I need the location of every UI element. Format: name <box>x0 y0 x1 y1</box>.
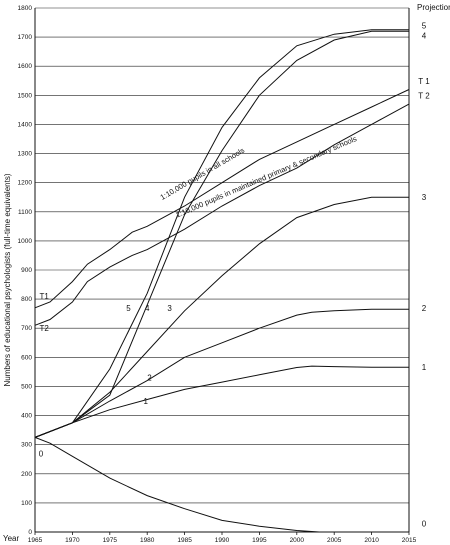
y-tick-label: 1100 <box>18 209 32 216</box>
x-tick-label: 1975 <box>103 537 118 544</box>
projection-label-5: 5 <box>422 21 427 30</box>
x-axis-label: Year <box>3 534 20 543</box>
y-tick-label: 1000 <box>18 238 33 245</box>
series-label-2: 2 <box>147 374 152 383</box>
projection-label-t2: T 2 <box>418 91 430 100</box>
y-axis-label: Numbers of educational psychologists (fu… <box>3 173 12 386</box>
y-tick-label: 100 <box>21 500 32 507</box>
series-label-1: 1 <box>143 397 148 406</box>
y-tick-label: 800 <box>21 296 32 303</box>
x-tick-label: 2010 <box>364 537 379 544</box>
x-tick-label: 1970 <box>65 537 80 544</box>
projection-label-2: 2 <box>422 304 427 313</box>
y-tick-label: 500 <box>21 383 32 390</box>
projection-label-3: 3 <box>422 193 427 202</box>
y-tick-label: 0 <box>28 529 32 536</box>
x-tick-label: 1980 <box>140 537 155 544</box>
x-tick-label: 1965 <box>28 537 43 544</box>
y-tick-label: 1200 <box>18 180 33 187</box>
series-label-0: 0 <box>39 449 44 458</box>
series-line-t1 <box>34 89 410 309</box>
y-tick-label: 900 <box>21 267 32 274</box>
series-label-4: 4 <box>145 304 150 313</box>
series-label-t2: T2 <box>39 324 49 333</box>
series-label-3: 3 <box>167 304 172 313</box>
projection-label-0: 0 <box>422 519 427 528</box>
y-tick-label: 1400 <box>18 121 33 128</box>
y-tick-label: 300 <box>21 442 32 449</box>
projection-label-4: 4 <box>422 32 427 41</box>
x-tick-label: 2015 <box>402 537 417 544</box>
y-tick-label: 700 <box>21 325 32 332</box>
series-label-5: 5 <box>126 304 131 313</box>
series-line-1 <box>34 365 409 438</box>
projection-label: Projection <box>417 3 450 12</box>
x-tick-label: 1995 <box>252 537 267 544</box>
series-line-0 <box>34 436 320 533</box>
y-tick-label: 1800 <box>18 5 33 12</box>
y-tick-label: 1700 <box>18 34 33 41</box>
y-tick-label: 1300 <box>18 151 33 158</box>
series-line-t2 <box>34 103 410 326</box>
y-tick-label: 1600 <box>18 63 33 70</box>
projection-label-1: 1 <box>422 363 427 372</box>
series-label-t1: T1 <box>39 292 49 301</box>
x-tick-label: 1985 <box>177 537 192 544</box>
y-tick-label: 600 <box>21 354 32 361</box>
y-tick-label: 400 <box>21 413 32 420</box>
x-tick-label: 1990 <box>215 537 230 544</box>
y-tick-label: 1500 <box>18 92 33 99</box>
projection-label-t1: T 1 <box>418 77 430 86</box>
x-tick-label: 2000 <box>290 537 305 544</box>
series-line-2 <box>34 308 409 438</box>
series-line-5 <box>34 29 409 438</box>
series-line-4 <box>34 30 409 438</box>
y-tick-label: 200 <box>21 471 32 478</box>
x-tick-label: 2005 <box>327 537 342 544</box>
series-line-3 <box>34 196 409 438</box>
